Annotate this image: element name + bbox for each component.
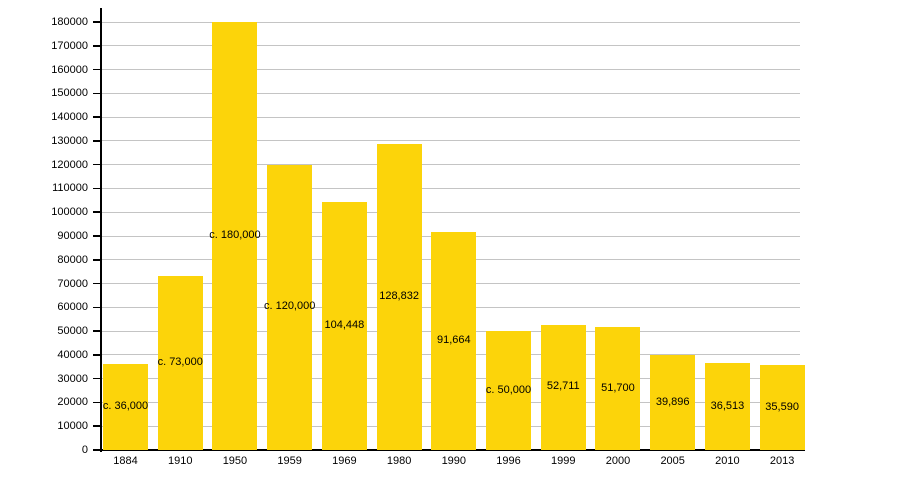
y-axis-tick-120000 [93, 163, 101, 166]
y-axis-tick-40000 [93, 354, 101, 356]
y-axis-tick-30000 [93, 377, 101, 380]
bar-value-label-1969: 104,448 [324, 318, 365, 331]
y-axis-label-50000: 50000 [57, 325, 88, 338]
y-axis-label-160000: 160000 [51, 63, 88, 76]
gridline-120000 [102, 164, 800, 166]
bar-value-label-1950: c. 180,000 [209, 229, 261, 241]
y-axis-label-60000: 60000 [57, 301, 88, 314]
bar-1950 [212, 22, 258, 450]
bar-value-label-2000: 51,700 [601, 381, 635, 394]
bar-1884 [103, 364, 148, 450]
y-axis-label-170000: 170000 [51, 39, 88, 52]
x-axis-label-2000: 2000 [605, 455, 631, 467]
bar-1990 [431, 232, 477, 450]
bar-1969 [321, 201, 367, 450]
x-axis-label-1999: 1999 [551, 455, 576, 467]
y-axis-tick-160000 [93, 68, 101, 71]
x-axis-label-1910: 1910 [167, 455, 193, 467]
y-axis-tick-180000 [93, 21, 101, 23]
bar-1996 [486, 331, 532, 450]
gridline-180000 [102, 21, 800, 23]
x-axis-label-1969: 1969 [332, 455, 357, 467]
y-axis-tick-140000 [93, 116, 101, 118]
y-axis-label-140000: 140000 [51, 111, 88, 124]
bar-1959 [267, 164, 313, 450]
bar-value-label-1980: 128,832 [379, 289, 419, 302]
bar-value-label-1959: c. 120,000 [263, 300, 316, 313]
y-axis-tick-90000 [93, 235, 101, 237]
y-axis-label-180000: 180000 [51, 16, 88, 28]
bar-value-label-2010: 36,513 [710, 399, 745, 412]
gridline-140000 [102, 116, 800, 118]
y-axis-line [100, 8, 102, 452]
x-axis-label-1884: 1884 [113, 455, 138, 467]
y-axis-label-0: 0 [81, 444, 88, 456]
y-axis-label-10000: 10000 [57, 420, 88, 433]
x-axis-label-2005: 2005 [660, 455, 685, 467]
y-axis-tick-130000 [93, 140, 101, 142]
gridline-160000 [102, 69, 800, 71]
gridline-100000 [102, 211, 800, 213]
y-axis-label-20000: 20000 [57, 396, 88, 409]
y-axis-label-80000: 80000 [57, 253, 88, 266]
bar-2005 [650, 355, 696, 450]
x-axis-label-2010: 2010 [715, 455, 740, 467]
bar-1910 [157, 276, 203, 450]
y-axis-label-40000: 40000 [57, 348, 88, 361]
gridline-130000 [102, 140, 800, 142]
bar-value-label-2005: 39,896 [655, 395, 690, 408]
y-axis-tick-110000 [93, 187, 101, 190]
y-axis-tick-60000 [93, 306, 101, 309]
y-axis-tick-170000 [93, 45, 101, 47]
y-axis-tick-150000 [93, 92, 101, 95]
bar-2013 [759, 365, 805, 450]
bar-value-label-1996: c. 50,000 [485, 383, 532, 396]
x-axis-label-1950: 1950 [222, 455, 248, 467]
y-axis-tick-100000 [93, 211, 101, 213]
x-axis-label-1959: 1959 [277, 455, 302, 467]
bar-1980 [376, 143, 422, 450]
y-axis-tick-20000 [93, 401, 101, 404]
y-axis-label-30000: 30000 [57, 372, 88, 385]
y-axis-label-70000: 70000 [57, 277, 88, 290]
bar-value-label-1999: 52,711 [546, 380, 580, 393]
x-axis-label-1980: 1980 [386, 455, 412, 467]
y-axis-tick-70000 [93, 282, 101, 285]
x-axis-line [94, 449, 805, 451]
x-axis-label-2013: 2013 [769, 455, 795, 467]
bar-value-label-1884: c. 36,000 [102, 400, 149, 413]
y-axis-label-90000: 90000 [57, 230, 88, 242]
bar-value-label-2013: 35,590 [765, 400, 799, 413]
bar-2010 [704, 363, 750, 450]
y-axis-tick-80000 [93, 259, 101, 261]
y-axis-tick-10000 [93, 425, 101, 427]
y-axis-label-150000: 150000 [51, 87, 88, 100]
bar-2000 [595, 327, 641, 450]
y-axis-label-110000: 110000 [52, 182, 88, 195]
bar-value-label-1910: c. 73,000 [157, 356, 203, 369]
bar-1999 [540, 324, 586, 450]
y-axis-label-100000: 100000 [51, 206, 88, 219]
gridline-150000 [102, 92, 800, 94]
y-axis-tick-0 [93, 449, 101, 451]
gridline-170000 [102, 45, 800, 47]
x-axis-label-1996: 1996 [496, 455, 521, 467]
x-axis-label-1990: 1990 [441, 455, 467, 467]
y-axis-label-130000: 130000 [51, 134, 88, 147]
y-axis-label-120000: 120000 [51, 158, 88, 171]
y-axis-tick-50000 [93, 330, 101, 332]
bar-value-label-1990: 91,664 [436, 334, 471, 347]
gridline-110000 [102, 187, 800, 189]
